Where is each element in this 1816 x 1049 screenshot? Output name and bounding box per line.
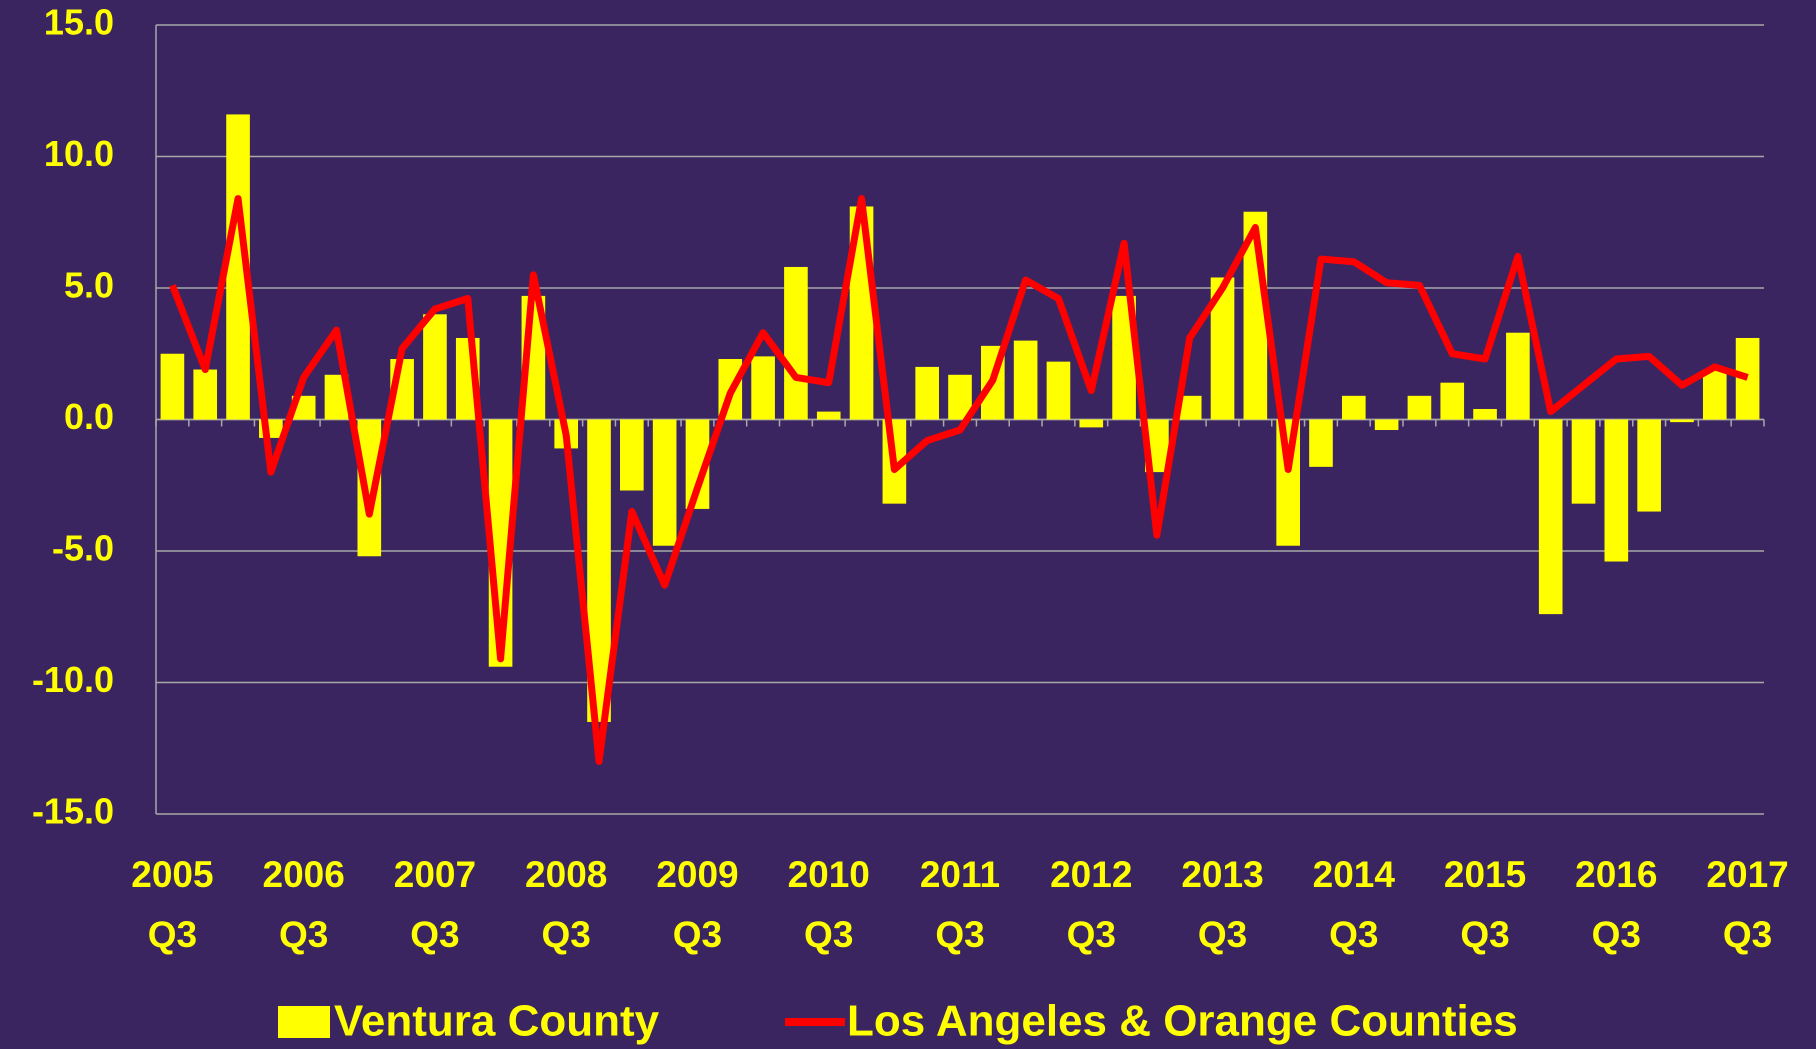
- x-tick-label: 2007 Q3: [394, 854, 476, 955]
- bar: [1309, 419, 1333, 467]
- line: [169, 195, 1749, 765]
- bar: [1571, 419, 1596, 504]
- x-tick-label: 2010 Q3: [788, 854, 870, 955]
- bar: [1013, 340, 1038, 420]
- bar: [1177, 395, 1202, 420]
- bar: [784, 266, 808, 420]
- bar: [1079, 419, 1104, 428]
- x-tick-label: 2012 Q3: [1050, 854, 1132, 955]
- bar: [915, 366, 939, 420]
- x-tick-label: 2009 Q3: [656, 854, 738, 955]
- x-tick-label: 2013 Q3: [1181, 854, 1263, 955]
- y-tick-label: -10.0: [32, 659, 114, 700]
- bar: [1210, 277, 1235, 420]
- bar: [1702, 369, 1727, 420]
- x-tick-label: 2014 Q3: [1313, 854, 1396, 955]
- bar: [1670, 419, 1694, 423]
- bar: [1341, 395, 1366, 420]
- bar: [816, 411, 841, 420]
- x-tick-label: 2008 Q3: [525, 854, 607, 955]
- bar: [751, 356, 775, 420]
- x-tick-label: 2016 Q3: [1575, 854, 1657, 955]
- bar: [685, 419, 710, 509]
- bar: [324, 374, 349, 420]
- bar: [948, 374, 972, 420]
- bar: [423, 314, 447, 420]
- bar: [1637, 419, 1661, 512]
- bar: [1735, 337, 1760, 420]
- bar: [1374, 419, 1399, 431]
- x-tick-label: 2005 Q3: [131, 854, 213, 955]
- x-tick-label: 2011 Q3: [920, 854, 1000, 955]
- y-tick-label: -15.0: [32, 791, 114, 832]
- bar: [357, 419, 382, 557]
- legend-label: Ventura County: [334, 997, 660, 1046]
- bar: [160, 353, 185, 420]
- y-tick-label: 15.0: [44, 2, 114, 43]
- bar: [1604, 419, 1629, 562]
- bar: [1407, 395, 1432, 420]
- bar: [620, 419, 644, 491]
- y-tick-label: 0.0: [64, 396, 114, 437]
- bar: [652, 419, 677, 546]
- bar: [1440, 382, 1465, 420]
- y-tick-label: -5.0: [52, 528, 114, 569]
- bar: [193, 369, 218, 420]
- y-tick-label: 10.0: [44, 133, 114, 174]
- y-tick-label: 5.0: [64, 265, 114, 306]
- x-tick-label: 2015 Q3: [1444, 854, 1526, 955]
- bar: [587, 419, 611, 722]
- x-tick-label: 2017 Q3: [1706, 854, 1788, 955]
- x-tick-label: 2006 Q3: [263, 854, 345, 955]
- legend-label: Los Angeles & Orange Counties: [847, 997, 1518, 1046]
- bar: [1046, 361, 1071, 420]
- bar: [1473, 408, 1497, 420]
- legend-swatch: [278, 1006, 330, 1038]
- bar: [1538, 419, 1563, 615]
- bar: [1506, 332, 1530, 420]
- bar: [226, 114, 250, 420]
